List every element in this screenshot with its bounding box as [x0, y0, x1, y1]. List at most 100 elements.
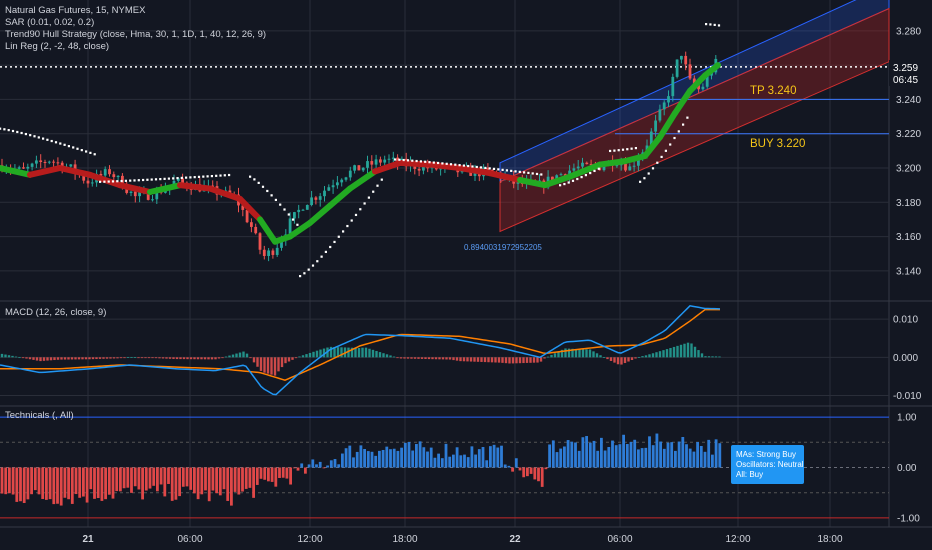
macd-histogram-bar — [252, 357, 256, 363]
indicator-linreg[interactable]: Lin Reg (2, -2, 48, close) — [5, 41, 110, 52]
technicals-bar — [355, 451, 359, 468]
technicals-bar — [56, 467, 59, 504]
macd-histogram-bar — [319, 349, 322, 358]
macd-label[interactable]: MACD (12, 26, close, 9) — [5, 307, 107, 318]
technicals-bar — [581, 437, 585, 468]
candle-body — [357, 165, 361, 171]
indicator-hull[interactable]: Trend90 Hull Strategy (close, Hma, 30, 1… — [5, 29, 267, 40]
technicals-bar — [463, 454, 466, 468]
technicals-bar — [159, 467, 163, 485]
macd-histogram-bar — [4, 354, 7, 358]
technicals-bar — [637, 449, 640, 468]
macd-histogram-bar — [315, 350, 319, 358]
sar-dot — [99, 180, 102, 183]
sar-dot — [67, 145, 70, 148]
technicals-bar — [244, 467, 248, 489]
candle-body — [108, 169, 111, 175]
technicals-bar — [233, 467, 237, 492]
technicals-bar — [437, 453, 440, 468]
technicals-bar — [22, 467, 26, 503]
technicals-pane[interactable] — [0, 433, 722, 506]
macd-histogram-bar — [662, 350, 665, 358]
macd-histogram-bar — [270, 357, 273, 375]
technicals-bar — [152, 467, 156, 486]
technicals-bar — [477, 449, 481, 468]
sar-dot — [311, 264, 315, 267]
candle-body — [245, 209, 249, 223]
macd-histogram-bar — [119, 357, 123, 359]
technicals-bar — [666, 442, 670, 468]
technicals-bar — [263, 467, 267, 480]
macd-histogram-bar — [21, 357, 25, 359]
candle-body — [262, 249, 266, 256]
candle-body — [688, 64, 692, 79]
macd-histogram-bar — [375, 350, 378, 358]
sar-dot — [406, 159, 410, 162]
macd-histogram-bar — [550, 354, 553, 358]
technicals-bar — [96, 467, 100, 499]
macd-histogram-bar — [368, 348, 371, 358]
hull-ma-segment — [622, 153, 648, 165]
candle-body — [125, 188, 129, 193]
technicals-bar — [267, 467, 270, 482]
macd-histogram-bar — [560, 349, 564, 358]
candle-body — [585, 162, 589, 165]
last-price-badge — [889, 60, 932, 86]
sar-dot — [266, 189, 269, 193]
sar-dot — [274, 198, 277, 202]
candle-body — [387, 158, 391, 160]
candle-body — [82, 175, 86, 181]
candle-body — [90, 182, 94, 184]
macd-histogram-bar — [504, 357, 508, 364]
technicals-bar — [352, 457, 355, 468]
macd-histogram-bar — [410, 357, 413, 359]
sar-dot — [185, 176, 188, 179]
sar-dot — [488, 167, 491, 170]
macd-histogram-bar — [606, 357, 609, 360]
macd-histogram-bar — [609, 357, 613, 361]
hull-ma-segment — [347, 168, 378, 192]
macd-histogram-bar — [634, 357, 637, 359]
macd-pane[interactable] — [0, 305, 721, 396]
sar-dot — [467, 164, 470, 168]
technicals-bar — [33, 467, 37, 491]
macd-histogram-bar — [669, 348, 672, 358]
macd-histogram-bar — [200, 357, 203, 360]
macd-histogram-bar — [7, 355, 11, 358]
sar-dot — [492, 167, 496, 170]
sar-dot — [50, 139, 53, 143]
indicator-sar[interactable]: SAR (0.01, 0.02, 0.2) — [5, 17, 95, 28]
macd-histogram-bar — [539, 357, 543, 362]
macd-histogram-bar — [588, 349, 592, 358]
sar-dot — [415, 159, 418, 163]
technicals-bar — [688, 448, 692, 468]
sar-dot — [287, 213, 290, 216]
technicals-bar — [218, 467, 222, 496]
tech-tick-label: 0.00 — [897, 463, 917, 474]
candle-body — [379, 159, 382, 163]
candle-body — [293, 212, 296, 219]
technicals-bar — [522, 467, 526, 478]
macd-histogram-bar — [263, 357, 266, 373]
technicals-bar — [459, 455, 463, 468]
technicals-bar — [141, 467, 144, 500]
macd-histogram-bar — [224, 356, 228, 358]
sar-dot — [253, 178, 256, 181]
macd-histogram-bar — [182, 357, 186, 360]
price-pane[interactable] — [0, 0, 890, 278]
sar-dot — [296, 223, 299, 226]
macd-histogram-bar — [14, 356, 18, 358]
candle-body — [637, 159, 640, 166]
macd-histogram-bar — [364, 347, 368, 358]
technicals-bar — [551, 440, 555, 468]
sar-dot — [449, 163, 453, 166]
candle-body — [52, 161, 55, 163]
technicals-bar — [248, 467, 252, 488]
technicals-label[interactable]: Technicals (, All) — [5, 410, 74, 421]
technicals-bar — [489, 446, 492, 468]
macd-histogram-bar — [665, 349, 669, 358]
sar-dot — [150, 178, 153, 181]
sar-dot — [329, 245, 332, 249]
sar-dot — [677, 130, 680, 133]
